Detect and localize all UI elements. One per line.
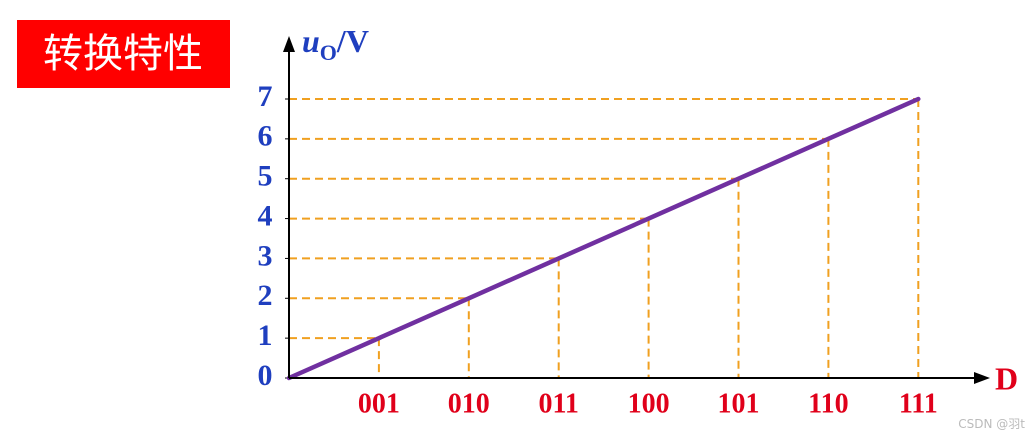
y-label-sub: O bbox=[320, 40, 337, 65]
x-tick-label: 100 bbox=[628, 388, 670, 419]
x-arrow bbox=[974, 372, 990, 384]
y-label-unit: /V bbox=[336, 23, 369, 59]
data-line bbox=[286, 96, 921, 381]
badge-bg bbox=[17, 20, 230, 88]
y-arrow bbox=[283, 36, 295, 52]
y-tick-label: 5 bbox=[258, 160, 273, 193]
plot bbox=[285, 96, 921, 381]
x-axis-label: D bbox=[995, 360, 1018, 396]
badge-text: 转换特性 bbox=[43, 31, 203, 77]
y-axis-label: uO/V bbox=[302, 23, 369, 65]
x-tick-label: 110 bbox=[808, 388, 848, 419]
x-tick-label: 001 bbox=[358, 388, 400, 419]
watermark: CSDN @羽t bbox=[958, 417, 1025, 431]
y-tick-label: 7 bbox=[258, 80, 273, 113]
x-tick-label: 101 bbox=[718, 388, 760, 419]
x-tick-label: 111 bbox=[899, 388, 938, 419]
y-label-var: u bbox=[302, 23, 320, 59]
y-tick-label: 1 bbox=[258, 319, 273, 352]
x-tick-label: 010 bbox=[448, 388, 490, 419]
y-tick-label: 0 bbox=[258, 359, 273, 392]
y-tick-label: 2 bbox=[258, 279, 273, 312]
y-tick-label: 4 bbox=[258, 199, 273, 232]
y-tick-label: 3 bbox=[258, 239, 273, 272]
x-tick-label: 011 bbox=[538, 388, 578, 419]
y-tick-label: 6 bbox=[258, 120, 273, 153]
